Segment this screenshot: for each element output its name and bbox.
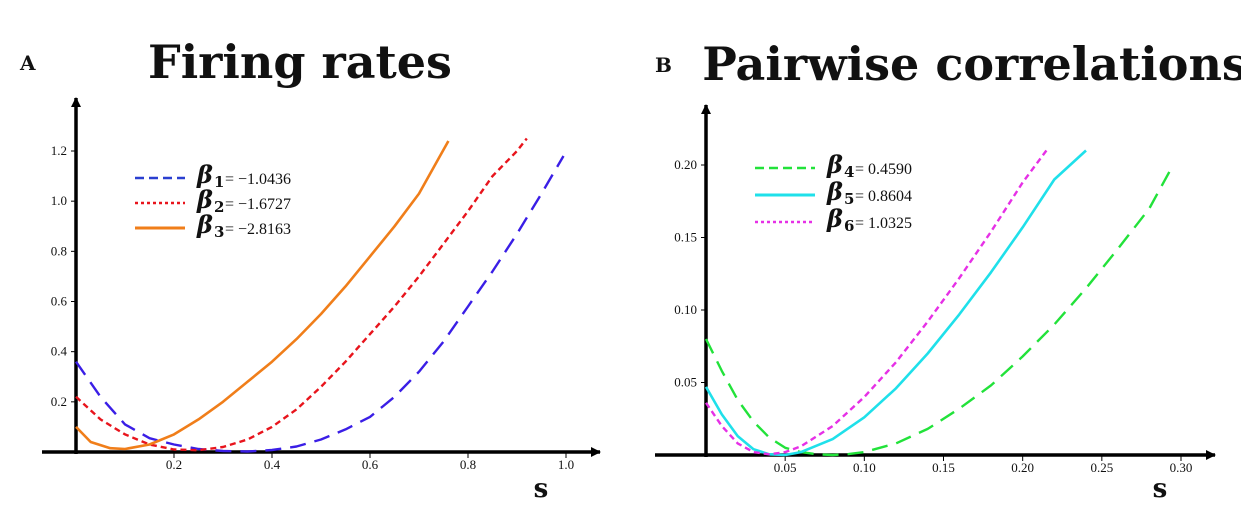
series-line-β2 xyxy=(75,137,528,452)
legend-subscript: 6 xyxy=(844,217,854,235)
legend-value: = −1.6727 xyxy=(225,196,291,213)
legend-value: = −2.8163 xyxy=(225,221,291,238)
legend-symbol: β xyxy=(826,204,843,233)
panel-a-letter: A xyxy=(19,51,36,75)
legend-symbol: β xyxy=(826,177,843,206)
y-tick-label: 0.10 xyxy=(674,302,697,317)
panel-a-plot: 0.2 0.4 0.6 0.8 1.00.20.40.60.81.01.2β 1 = −1.… xyxy=(42,97,601,472)
y-tick-label: 0.8 xyxy=(51,243,67,258)
panel-b-xlabel: s xyxy=(1153,474,1168,504)
legend-value: = 1.0325 xyxy=(855,215,912,232)
y-tick-label: 0.20 xyxy=(674,157,697,172)
panel-b-plot: 0.05 0.10 0.15 0.20 0.25 0.30 0.05 0.10 0.15 0.20… xyxy=(655,104,1216,475)
panel-b-letter: B xyxy=(655,53,672,77)
x-tick-label: 0.4 xyxy=(264,457,281,472)
y-tick-label: 0.6 xyxy=(51,294,68,309)
x-tick-label: 0.2 xyxy=(166,457,182,472)
series-line-β4 xyxy=(704,164,1175,457)
y-tick-label: 0.15 xyxy=(674,230,697,245)
x-tick-label: 0.15 xyxy=(932,460,955,475)
x-tick-label: 0.25 xyxy=(1090,460,1113,475)
legend-symbol: β xyxy=(196,185,213,214)
y-tick-label: 0.2 xyxy=(51,394,67,409)
y-tick-label: 0.4 xyxy=(51,344,68,359)
legend-symbol: β xyxy=(196,160,213,189)
legend-value: = −1.0436 xyxy=(225,171,291,188)
x-tick-label: 0.20 xyxy=(1011,460,1034,475)
y-tick-label: 1.0 xyxy=(51,193,67,208)
legend-subscript: 5 xyxy=(844,190,854,208)
x-tick-label: 0.10 xyxy=(853,460,876,475)
x-tick-label: 1.0 xyxy=(558,457,574,472)
panel-b-title: Pairwise correlations xyxy=(702,37,1241,91)
series-line-β1 xyxy=(75,155,565,453)
x-tick-label: 0.30 xyxy=(1170,460,1193,475)
series-line-β3 xyxy=(75,140,450,451)
panel-a-title: Firing rates xyxy=(148,35,452,89)
panel-a-xlabel: s xyxy=(534,474,549,504)
legend-subscript: 1 xyxy=(214,173,224,191)
legend-subscript: 2 xyxy=(214,198,224,216)
series-line-β5 xyxy=(704,149,1087,457)
x-tick-label: 0.05 xyxy=(774,460,797,475)
y-tick-label: 0.05 xyxy=(674,375,697,390)
legend-subscript: 3 xyxy=(214,223,224,241)
legend-subscript: 4 xyxy=(844,163,854,181)
y-tick-label: 1.2 xyxy=(51,143,67,158)
x-tick-label: 0.8 xyxy=(460,457,476,472)
legend-value: = 0.8604 xyxy=(855,188,912,205)
legend-value: = 0.4590 xyxy=(855,161,912,178)
legend-symbol: β xyxy=(196,210,213,239)
legend-symbol: β xyxy=(826,150,843,179)
x-tick-label: 0.6 xyxy=(362,457,379,472)
